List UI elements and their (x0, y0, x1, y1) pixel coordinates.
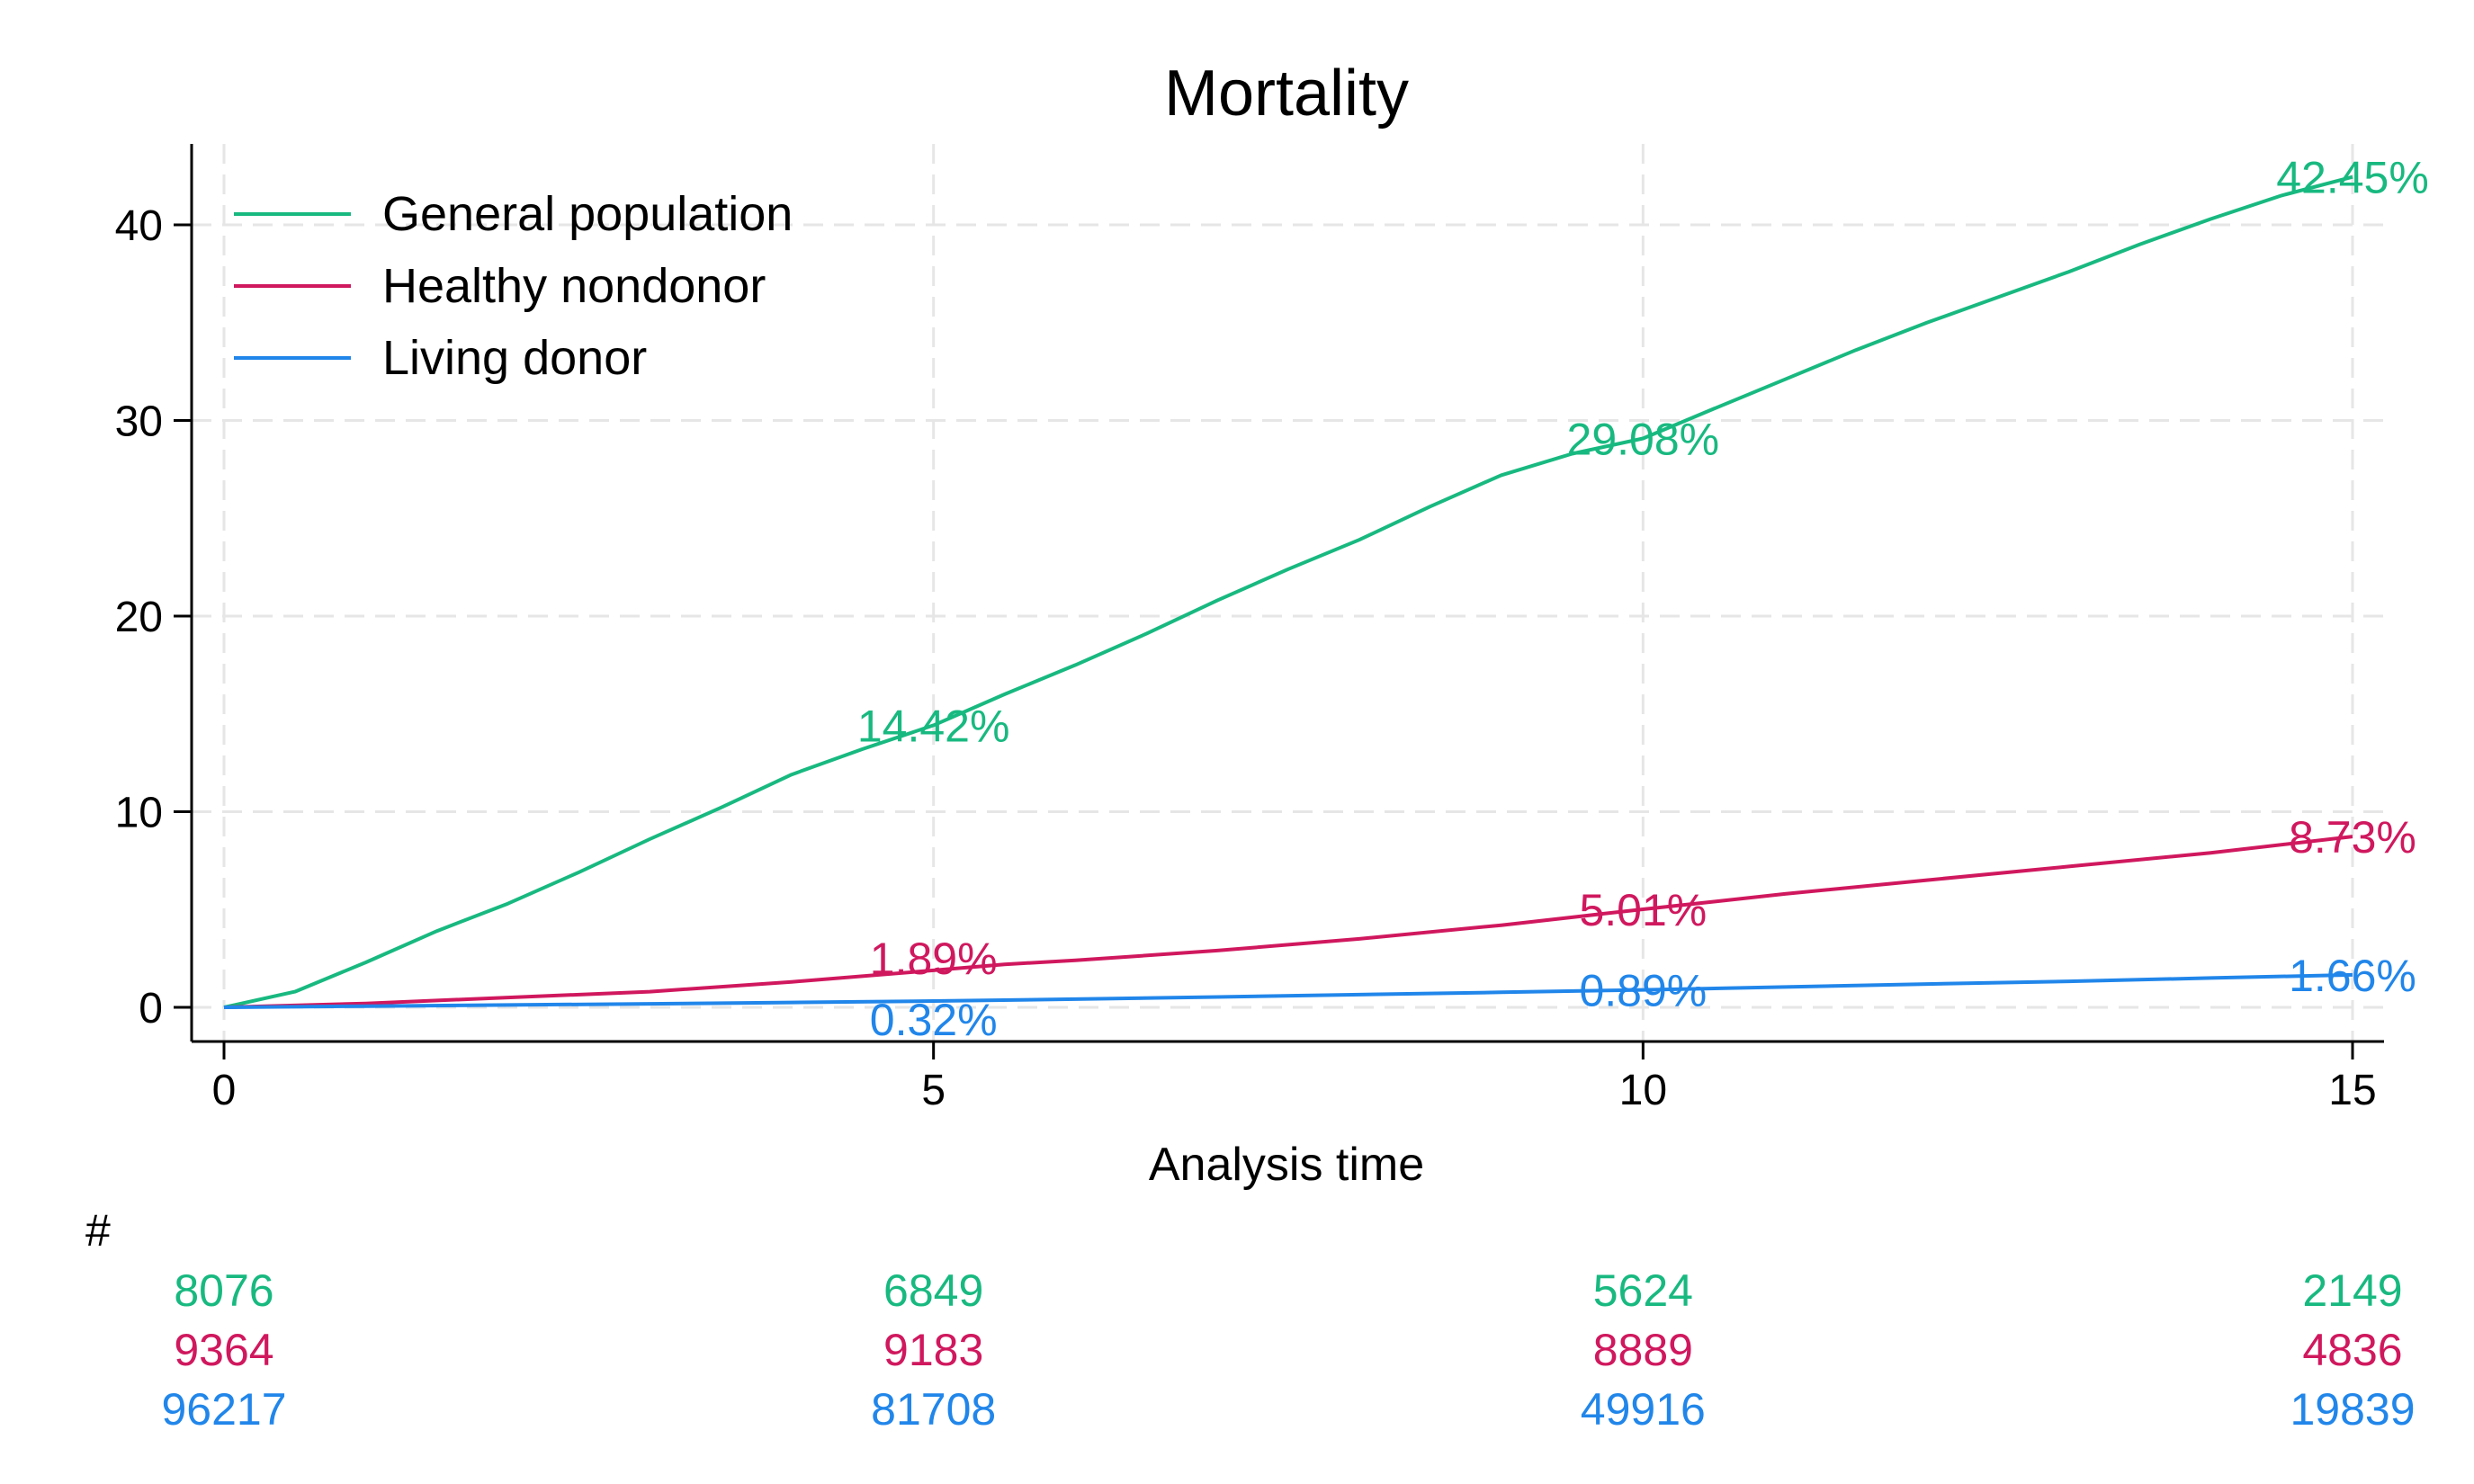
legend-label: Living donor (382, 331, 647, 385)
risk-table-cell: 6849 (883, 1265, 983, 1316)
y-tick-label: 0 (139, 985, 163, 1033)
risk-table-cell: 81708 (871, 1384, 996, 1435)
risk-table-cell: 8076 (174, 1265, 273, 1316)
value-label: 1.89% (870, 934, 998, 984)
series-line-1 (223, 835, 2353, 1009)
risk-table-cell: 2149 (2302, 1265, 2402, 1316)
value-label: 5.01% (1579, 885, 1707, 935)
y-tick-label: 30 (115, 398, 163, 446)
x-tick-label: 0 (212, 1067, 237, 1114)
value-label: 0.89% (1579, 966, 1707, 1016)
legend-label: General population (382, 187, 793, 241)
x-tick-label: 5 (921, 1067, 946, 1114)
value-label: 0.32% (870, 995, 998, 1045)
y-tick-label: 40 (115, 202, 163, 250)
y-tick-label: 10 (115, 790, 163, 837)
risk-table-cell: 9364 (174, 1325, 273, 1375)
value-label: 1.66% (2289, 951, 2416, 1001)
risk-table-cell: 8889 (1593, 1325, 1693, 1375)
x-tick-label: 15 (2328, 1067, 2376, 1114)
value-label: 42.45% (2276, 153, 2429, 203)
value-label: 14.42% (857, 701, 1010, 751)
series-line-2 (223, 972, 2353, 1009)
legend: General population Healthy nondonor Living… (234, 187, 793, 385)
axes: 0 10 20 30 40 0 5 10 15 (115, 144, 2384, 1114)
risk-table-cell: 9183 (883, 1325, 983, 1375)
grid (192, 144, 2384, 1041)
chart-title: Mortality (1164, 58, 1409, 130)
value-label: 29.08% (1567, 415, 1720, 465)
series-line-0 (223, 174, 2353, 1009)
series-lines (223, 174, 2353, 1009)
risk-table-header: # (85, 1205, 111, 1256)
risk-table-cell: 19839 (2290, 1384, 2415, 1435)
y-tick-label: 20 (115, 594, 163, 641)
x-axis-title: Analysis time (1149, 1139, 1424, 1191)
value-label: 8.73% (2289, 812, 2416, 863)
risk-table-cell: 5624 (1593, 1265, 1693, 1316)
risk-table-cell: 4836 (2302, 1325, 2402, 1375)
risk-table-cell: 49916 (1581, 1384, 1706, 1435)
value-labels: 14.42% 29.08% 42.45% 1.89% 5.01% 8.73% 0.32% 0.… (857, 153, 2429, 1045)
number-at-risk-table: #8076 6849 5624 2149 9364 9183 8889 4836 96217 81… (85, 1205, 2416, 1435)
x-tick-label: 10 (1619, 1067, 1667, 1114)
legend-label: Healthy nondonor (382, 259, 766, 313)
risk-table-cell: 96217 (161, 1384, 286, 1435)
